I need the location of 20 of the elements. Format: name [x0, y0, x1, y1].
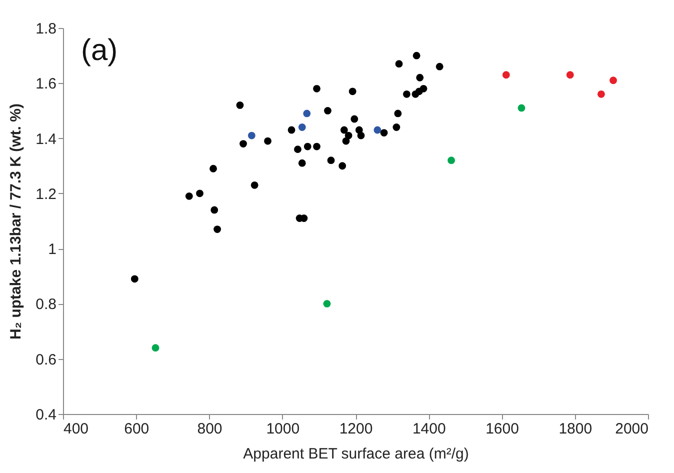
- y-tick-label: 1.4: [36, 130, 56, 148]
- y-tick-label: 1: [48, 241, 56, 258]
- y-tick-label: 1.2: [36, 186, 56, 203]
- y-axis-title: H₂ uptake 1.13bar / 77.3 K (wt. %): [8, 104, 25, 340]
- x-tick-label: 1600: [486, 420, 519, 438]
- x-tick-label: 400: [64, 420, 89, 438]
- y-tick-label: 0.8: [36, 296, 56, 314]
- x-tick-label: 1200: [339, 420, 373, 438]
- x-tick-label: 800: [197, 420, 222, 438]
- y-tick-label: 1.8: [36, 20, 56, 38]
- y-tick-label: 0.6: [36, 351, 56, 368]
- x-axis-title: Apparent BET surface area (m²/g): [243, 446, 469, 462]
- annotation: (a): [81, 34, 118, 67]
- y-tick-label: 0.4: [36, 406, 56, 424]
- x-tick-label: 2000: [615, 420, 648, 438]
- x-tick-label: 1000: [266, 420, 300, 438]
- x-tick-label: 1800: [558, 420, 592, 438]
- x-tick-label: 1400: [412, 420, 446, 438]
- y-tick-label: 1.6: [36, 76, 56, 93]
- x-tick-label: 600: [124, 420, 150, 438]
